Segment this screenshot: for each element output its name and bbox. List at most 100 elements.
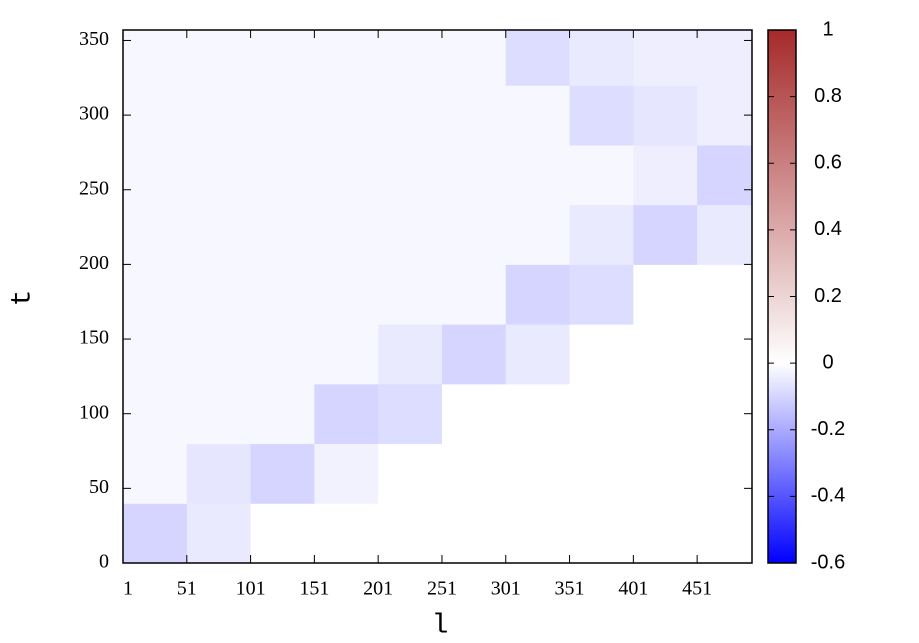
- heatmap-cell: [378, 503, 443, 564]
- heatmap-cell: [633, 503, 698, 564]
- heatmap-cell: [186, 443, 252, 504]
- heatmap-cell: [250, 264, 315, 325]
- x-tick-label: 201: [363, 578, 393, 600]
- heatmap-cell: [250, 443, 315, 504]
- heatmap-cell: [633, 144, 698, 206]
- x-tick-label: 51: [177, 578, 197, 600]
- heatmap-cell: [314, 30, 379, 86]
- x-tick-label: 151: [299, 578, 329, 600]
- heatmap-cell: [569, 30, 634, 86]
- heatmap-cell: [314, 324, 379, 385]
- colorbar-tick-label: 1: [822, 18, 833, 40]
- heatmap-cell: [505, 503, 571, 564]
- heatmap-cell: [441, 85, 507, 146]
- heatmap-cell: [569, 144, 634, 206]
- y-tick-label: 300: [79, 103, 109, 125]
- heatmap-cell: [633, 383, 698, 445]
- heatmap-cell: [505, 443, 571, 504]
- heatmap-cell: [314, 85, 379, 146]
- heatmap-cell: [123, 144, 188, 206]
- heatmap-cell: [186, 144, 252, 206]
- heatmap-cell: [123, 383, 188, 445]
- heatmap-cell: [123, 503, 188, 564]
- heatmap-cell: [186, 85, 252, 146]
- heatmap-cell: [314, 264, 379, 325]
- heatmap-cell: [505, 30, 571, 86]
- heatmap-cell: [250, 503, 315, 564]
- heatmap-cell: [123, 264, 188, 325]
- heatmap-cell: [569, 383, 634, 445]
- x-tick-label: 251: [427, 578, 457, 600]
- x-tick-label: 301: [491, 578, 521, 600]
- heatmap-cell: [569, 324, 634, 385]
- y-tick-label: 150: [79, 327, 109, 349]
- y-tick-label: 100: [79, 401, 109, 423]
- colorbar-tick-label: 0.4: [814, 218, 842, 240]
- heatmap-cell: [441, 264, 507, 325]
- heatmap-cell: [186, 324, 252, 385]
- y-tick-label: 200: [79, 252, 109, 274]
- heatmap-cell: [378, 204, 443, 265]
- heatmap-cell: [697, 324, 753, 385]
- heatmap-cell: [505, 324, 571, 385]
- x-tick-label: 351: [555, 578, 585, 600]
- heatmap-cell: [123, 204, 188, 265]
- heatmap-cell: [569, 85, 634, 146]
- heatmap-cell: [186, 204, 252, 265]
- heatmap-cell: [186, 30, 252, 86]
- colorbar-tick-label: 0.8: [814, 85, 842, 107]
- heatmap-cell: [250, 204, 315, 265]
- heatmap-cell: [378, 264, 443, 325]
- heatmap-cell: [250, 85, 315, 146]
- heatmap-cell: [697, 383, 753, 445]
- heatmap-cell: [633, 324, 698, 385]
- heatmap-cell: [441, 503, 507, 564]
- heatmap-cell: [314, 503, 379, 564]
- heatmap-cell: [697, 264, 753, 325]
- heatmap-cell: [186, 264, 252, 325]
- heatmap-cell: [378, 144, 443, 206]
- heatmap-cell: [633, 85, 698, 146]
- heatmap-cell: [505, 264, 571, 325]
- heatmap-cell: [378, 85, 443, 146]
- heatmap-cell: [123, 443, 188, 504]
- heatmap-cell: [441, 443, 507, 504]
- heatmap-cell: [441, 144, 507, 206]
- heatmap-cell: [378, 30, 443, 86]
- heatmap-cell: [250, 30, 315, 86]
- heatmap-cell: [633, 443, 698, 504]
- heatmap-cell: [697, 30, 753, 86]
- x-tick-label: 101: [236, 578, 266, 600]
- y-tick-label: 250: [79, 177, 109, 199]
- heatmap-cell: [186, 503, 252, 564]
- heatmap-cell: [441, 383, 507, 445]
- heatmap-cell: [697, 503, 753, 564]
- heatmap-cell: [378, 443, 443, 504]
- y-axis-label: t: [7, 290, 38, 307]
- heatmap-cell: [441, 324, 507, 385]
- heatmap-cell: [250, 383, 315, 445]
- heatmap-cell: [250, 144, 315, 206]
- heatmap-cell: [314, 443, 379, 504]
- colorbar-tick-label: 0.2: [814, 285, 842, 307]
- heatmap-cell: [378, 383, 443, 445]
- heatmap-cell: [505, 204, 571, 265]
- x-tick-label: 1: [123, 578, 133, 600]
- heatmap-cell: [697, 85, 753, 146]
- heatmap-cell: [314, 383, 379, 445]
- heatmap-cell: [123, 85, 188, 146]
- heatmap-cell: [633, 204, 698, 265]
- heatmap-cell: [505, 85, 571, 146]
- heatmap-cell: [697, 144, 753, 206]
- x-tick-label: 401: [618, 578, 648, 600]
- x-tick-label: 451: [682, 578, 712, 600]
- heatmap-cell: [250, 324, 315, 385]
- plot-frame: [122, 29, 753, 564]
- y-tick-label: 350: [79, 28, 109, 50]
- heatmap-cell: [569, 503, 634, 564]
- heatmap-cell: [633, 264, 698, 325]
- heatmap-cell: [697, 443, 753, 504]
- colorbar-tick-label: -0.2: [811, 418, 845, 440]
- heatmap-cell: [314, 204, 379, 265]
